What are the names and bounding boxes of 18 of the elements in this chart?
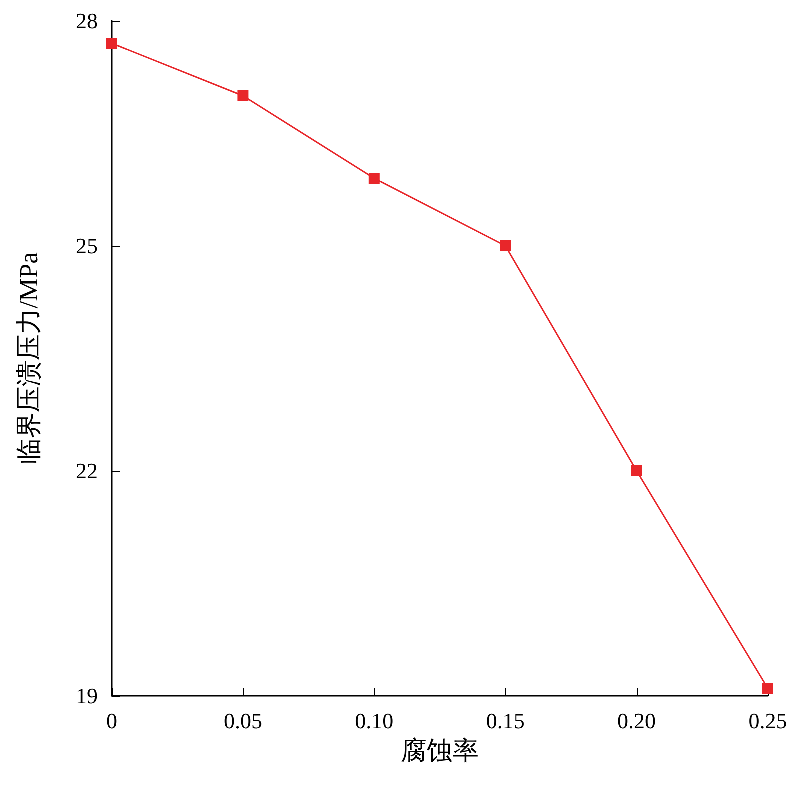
point xyxy=(631,466,642,476)
x-tick-label: 0 xyxy=(106,708,118,734)
x-axis-title: 腐蚀率 xyxy=(401,736,479,766)
x-tick-label: 0.05 xyxy=(224,708,262,734)
y-tick-label: 22 xyxy=(76,458,98,484)
point xyxy=(762,683,774,694)
point xyxy=(500,240,512,252)
point xyxy=(238,90,249,102)
y-axis-title: 临界压溃压力/MPa xyxy=(14,252,44,465)
x-tick-label: 0.15 xyxy=(486,708,525,734)
y-tick-label: 25 xyxy=(76,234,98,258)
x-tick-label: 0.20 xyxy=(618,708,656,734)
x-tick-label: 0.25 xyxy=(748,708,788,734)
y-tick-label: 28 xyxy=(76,8,98,34)
point xyxy=(368,173,380,184)
x-tick-label: 0.10 xyxy=(355,708,394,734)
point xyxy=(106,38,118,49)
y-tick-label: 19 xyxy=(76,684,98,708)
